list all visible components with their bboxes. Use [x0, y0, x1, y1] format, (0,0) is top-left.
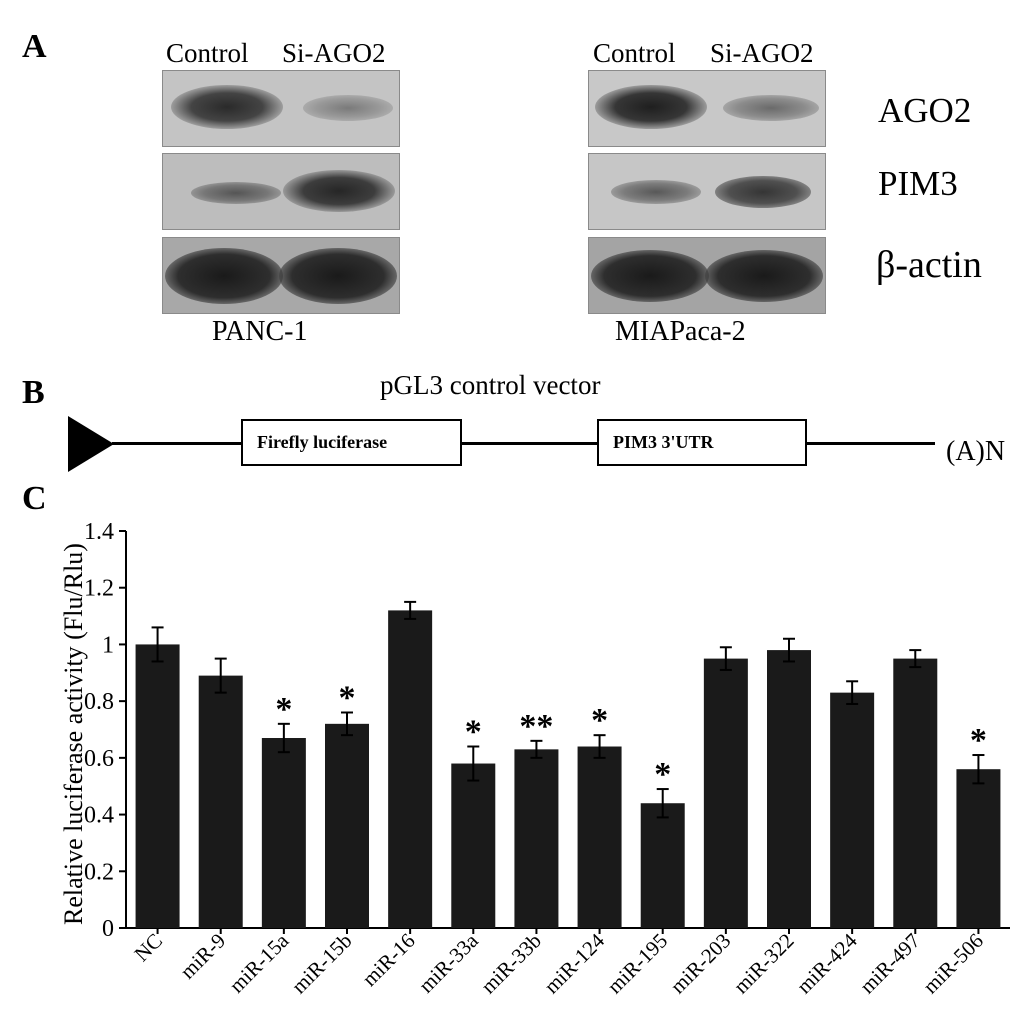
panel-b-letter: B [22, 374, 45, 411]
right-blot-beta-actin [588, 237, 826, 314]
category-label: miR-203 [666, 929, 736, 999]
error-bar [846, 680, 859, 705]
bar [135, 644, 180, 928]
y-tick-label: 0.6 [84, 746, 114, 772]
bar [893, 658, 938, 928]
promoter-arrow-icon [68, 416, 114, 472]
significance-marker: * [654, 756, 671, 793]
y-tick-label: 1 [102, 632, 114, 658]
bar [198, 675, 243, 928]
significance-marker: ** [519, 708, 553, 745]
band [611, 180, 701, 204]
error-bar [656, 788, 669, 819]
left-blot-pim3 [162, 153, 400, 230]
band [303, 95, 393, 121]
left-blot-cell-line: PANC-1 [212, 316, 308, 347]
protein-label-pim3: PIM3 [878, 164, 958, 203]
error-bar [972, 754, 985, 785]
band [715, 176, 811, 208]
bar [640, 803, 685, 928]
error-bar [467, 745, 480, 782]
vector-line-segment [807, 442, 935, 445]
error-bar [341, 711, 353, 737]
y-tick-label: 1.2 [84, 576, 114, 602]
band [279, 248, 397, 304]
band [723, 95, 819, 121]
category-label: miR-195 [602, 929, 672, 999]
y-tick-label: 0.4 [84, 803, 114, 829]
significance-marker: * [275, 691, 292, 728]
left-blot-beta-actin [162, 237, 400, 314]
category-label: miR-15a [224, 928, 293, 997]
band [283, 170, 395, 212]
error-bar [719, 646, 732, 671]
band [705, 250, 823, 302]
right-blot-pim3 [588, 153, 826, 230]
bar [956, 769, 1001, 928]
significance-marker: * [465, 714, 482, 751]
category-label: miR-424 [792, 928, 862, 998]
error-bar [783, 637, 795, 663]
bar [514, 749, 559, 928]
firefly-luciferase-box: Firefly luciferase [241, 419, 462, 466]
category-label: miR-497 [855, 929, 925, 999]
y-tick-label: 0.2 [84, 859, 114, 885]
significance-marker: * [591, 702, 608, 739]
right-blot-cell-line: MIAPaca-2 [615, 316, 746, 347]
right-blot-header-control: Control [593, 38, 676, 68]
vector-title: pGL3 control vector [380, 370, 601, 400]
protein-label-ago2: AGO2 [878, 91, 972, 130]
category-label: miR-33b [476, 929, 546, 999]
panel-a-letter: A [22, 28, 47, 65]
protein-label-beta-actin: β-actin [876, 244, 982, 286]
y-tick-label: 0.8 [84, 689, 114, 715]
bar [325, 723, 369, 928]
bar [451, 763, 496, 928]
error-bar [909, 649, 922, 669]
right-blot-header-si-ago2: Si-AGO2 [710, 38, 814, 68]
band [595, 85, 707, 129]
bar [577, 746, 622, 928]
y-tick-label: 0 [102, 916, 114, 942]
right-blot-ago2 [588, 70, 826, 147]
significance-marker: * [339, 679, 356, 716]
pim3-utr-box: PIM3 3'UTR [597, 419, 807, 466]
band [165, 248, 283, 304]
y-tick-label: 1.4 [84, 519, 114, 545]
bar [830, 692, 875, 928]
left-blot-header-si-ago2: Si-AGO2 [282, 38, 386, 68]
category-label: miR-15b [287, 929, 357, 999]
category-label: miR-9 [175, 929, 230, 984]
error-bar [530, 739, 543, 759]
error-bar [593, 734, 606, 759]
poly-a-tail: (A)N [946, 436, 1006, 467]
y-axis-label: Relative luciferase activity (Flu/Rlu) [59, 543, 88, 925]
category-label: miR-506 [918, 929, 988, 999]
category-label: miR-322 [729, 929, 799, 999]
error-bar [404, 600, 417, 620]
error-bar [214, 657, 227, 694]
category-label: miR-33a [414, 928, 483, 997]
band [591, 250, 709, 302]
category-label: NC [129, 929, 167, 967]
category-label: miR-124 [539, 928, 609, 998]
error-bar [277, 722, 290, 754]
band [171, 85, 283, 129]
panel-c-letter: C [22, 480, 47, 517]
bar [767, 650, 811, 928]
bar [388, 610, 433, 928]
bar [703, 658, 748, 928]
band [191, 182, 281, 204]
vector-line-segment [112, 442, 242, 445]
error-bar [151, 626, 164, 663]
significance-marker: * [970, 722, 987, 759]
left-blot-header-control: Control [166, 38, 249, 68]
bar [261, 738, 306, 928]
category-label: miR-16 [357, 929, 419, 991]
left-blot-ago2 [162, 70, 400, 147]
vector-line-segment [462, 442, 598, 445]
